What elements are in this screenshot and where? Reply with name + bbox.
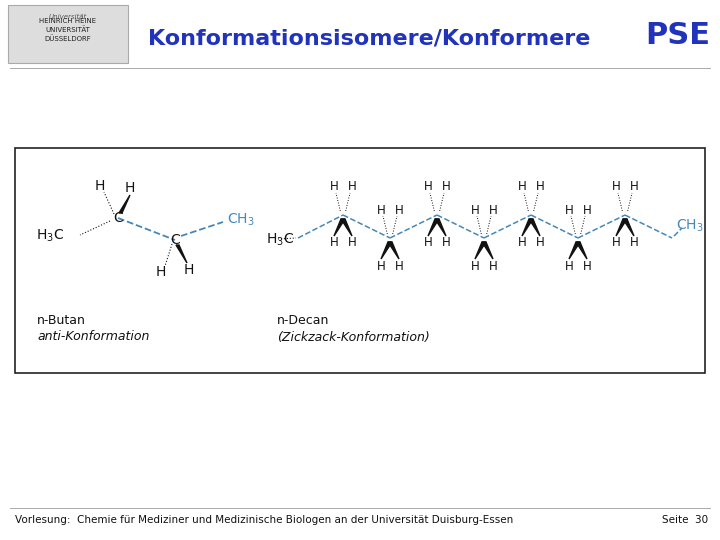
Polygon shape: [341, 219, 352, 236]
Text: H: H: [518, 180, 526, 193]
Text: H: H: [471, 260, 480, 273]
Text: H: H: [582, 260, 591, 273]
Polygon shape: [428, 219, 439, 236]
Text: H: H: [348, 180, 356, 193]
Polygon shape: [576, 242, 587, 259]
Polygon shape: [119, 195, 130, 213]
Text: H: H: [423, 237, 433, 249]
Text: H: H: [377, 204, 385, 217]
Text: H: H: [423, 180, 433, 193]
Text: Universität: Universität: [49, 14, 87, 20]
Text: H: H: [471, 204, 480, 217]
Text: PSE: PSE: [645, 21, 710, 50]
Text: H: H: [441, 237, 451, 249]
Text: H: H: [536, 180, 544, 193]
Text: H: H: [611, 237, 621, 249]
Text: H: H: [518, 237, 526, 249]
Text: H: H: [156, 265, 166, 279]
Text: n-Decan: n-Decan: [277, 314, 329, 327]
Text: H: H: [330, 180, 338, 193]
FancyBboxPatch shape: [15, 148, 705, 373]
Text: H$_3$C: H$_3$C: [36, 228, 64, 244]
Text: CH$_3$: CH$_3$: [676, 218, 703, 234]
Text: H: H: [536, 237, 544, 249]
Text: H: H: [489, 260, 498, 273]
Polygon shape: [616, 219, 627, 236]
Text: H: H: [348, 237, 356, 249]
Text: H: H: [377, 260, 385, 273]
Text: H: H: [564, 204, 573, 217]
Polygon shape: [569, 242, 580, 259]
Text: H: H: [184, 263, 194, 277]
Text: Vorlesung:  Chemie für Mediziner und Medizinische Biologen an der Universität Du: Vorlesung: Chemie für Mediziner und Medi…: [15, 515, 513, 525]
Text: C: C: [113, 211, 123, 225]
Text: H: H: [95, 179, 105, 193]
Polygon shape: [522, 219, 533, 236]
Text: H: H: [611, 180, 621, 193]
Text: H: H: [441, 180, 451, 193]
Text: H: H: [125, 181, 135, 195]
Polygon shape: [623, 219, 634, 236]
Polygon shape: [475, 242, 486, 259]
Text: C: C: [170, 233, 180, 247]
Polygon shape: [529, 219, 540, 236]
FancyBboxPatch shape: [8, 5, 128, 63]
Text: H: H: [330, 237, 338, 249]
Text: (Zickzack-Konformation): (Zickzack-Konformation): [277, 330, 430, 343]
Polygon shape: [334, 219, 345, 236]
Text: H: H: [582, 204, 591, 217]
Text: n-Butan: n-Butan: [37, 314, 86, 327]
Text: H: H: [629, 237, 639, 249]
Text: H: H: [564, 260, 573, 273]
Text: Seite  30: Seite 30: [662, 515, 708, 525]
Text: HEINRICH HEINE
UNIVERSITÄT
DÜSSELDORF: HEINRICH HEINE UNIVERSITÄT DÜSSELDORF: [40, 18, 96, 42]
Text: H$_3$C: H$_3$C: [266, 232, 294, 248]
Polygon shape: [482, 242, 493, 259]
Polygon shape: [435, 219, 446, 236]
Text: H: H: [395, 260, 403, 273]
Text: anti-Konformation: anti-Konformation: [37, 330, 149, 343]
Text: CH$_3$: CH$_3$: [227, 212, 255, 228]
Polygon shape: [388, 242, 399, 259]
Text: H: H: [395, 204, 403, 217]
Text: Konformationsisomere/Konformere: Konformationsisomere/Konformere: [148, 28, 590, 48]
Text: H: H: [489, 204, 498, 217]
Polygon shape: [381, 242, 392, 259]
Text: H: H: [629, 180, 639, 193]
Polygon shape: [176, 245, 187, 263]
